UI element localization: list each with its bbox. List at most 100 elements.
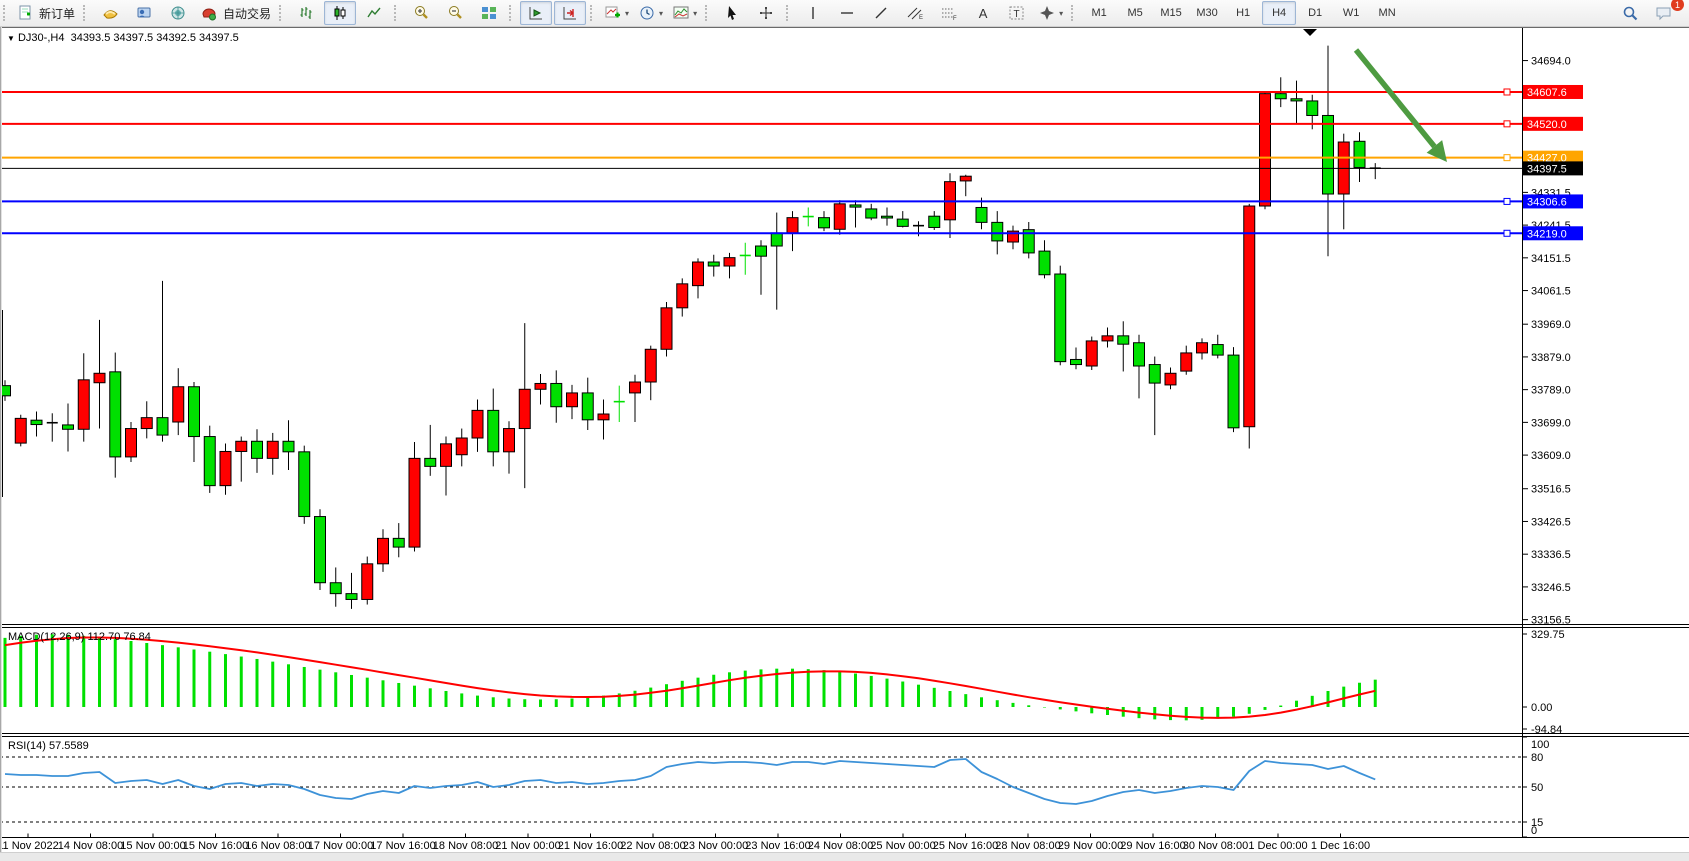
candle [93,372,106,384]
time-label: 17 Nov 16:00 [370,840,435,852]
toolbar-grip[interactable] [3,5,9,21]
time-label: 23 Nov 16:00 [745,840,810,852]
price-axis[interactable]: 34694.034331.534241.534151.534061.533969… [1523,56,1583,838]
svg-text:50: 50 [1531,782,1543,794]
crosshair-button[interactable] [750,1,782,25]
zoom-out-button[interactable] [439,1,471,25]
timeframe-button-H1[interactable]: H1 [1236,7,1251,19]
tile-windows-button[interactable] [473,1,505,25]
candle [550,382,563,408]
candle [692,261,704,287]
cursor-button[interactable] [716,1,748,25]
main-chart-panel[interactable] [0,45,1381,609]
fibonacci-button[interactable]: F [933,1,965,25]
svg-text:33609.0: 33609.0 [1531,450,1571,462]
time-label: 1 Dec 16:00 [1311,840,1370,852]
toolbar-grip[interactable] [279,5,285,21]
navigator-button[interactable] [162,1,194,25]
chart-shift-button[interactable] [554,1,587,25]
candle [125,428,137,458]
candle [1085,340,1098,367]
macd-panel[interactable] [3,634,1377,721]
market-watch-button[interactable] [94,1,126,25]
candle [534,382,547,390]
candle [77,379,90,430]
bar-chart-button[interactable] [290,1,322,25]
timeframe-button-M5[interactable]: M5 [1127,7,1143,19]
channel-button[interactable]: E [899,1,931,25]
collapse-icon[interactable]: ▼ [7,34,15,43]
line-handle[interactable] [1503,120,1511,128]
auto-scroll-button[interactable] [520,1,553,25]
chat-button[interactable]: 1 [1648,0,1684,25]
timeframe-button-MN[interactable]: MN [1378,7,1396,19]
horizontal-line-icon [841,12,854,14]
candle [1259,93,1271,207]
chart-shift-marker[interactable] [1303,29,1317,36]
auto-trading-button[interactable]: 自动交易 [196,1,275,25]
indicators-button[interactable]: ▾ [601,1,633,25]
timeframe-button-W1[interactable]: W1 [1342,7,1360,19]
toolbar-grip[interactable] [590,5,596,21]
text-label-icon: T [1009,6,1024,20]
candlestick-chart-button[interactable] [324,1,357,25]
candle [298,451,311,518]
toolbar-grip[interactable] [705,5,711,21]
toolbar-grip[interactable] [786,5,792,21]
zoom-in-button[interactable] [405,1,437,25]
timeframe-button-H4[interactable]: H4 [1262,1,1297,25]
toolbar-grip[interactable] [1071,5,1077,21]
timeframe-group: M1 M5 M15 M30 H1 H4 D1 W1 MN [1081,1,1405,25]
candle [392,537,405,548]
hline-objects[interactable] [0,88,1522,237]
candle [896,218,909,227]
line-handle[interactable] [1503,229,1511,237]
search-icon [1623,6,1637,20]
text-label-button[interactable]: T [1001,1,1033,25]
auto-trading-icon [202,8,217,21]
candle [1164,372,1177,386]
line-chart-button[interactable] [358,1,390,25]
horizontal-line-button[interactable] [831,1,863,25]
svg-text:33789.0: 33789.0 [1531,385,1571,397]
line-handle[interactable] [1503,154,1511,162]
arrows-button[interactable]: ▾ [1035,1,1067,25]
trendline-button[interactable] [865,1,897,25]
search-button[interactable] [1614,1,1646,25]
data-window-button[interactable] [128,1,160,25]
candle [30,419,43,426]
candle [62,424,74,430]
timeframe-button-M15[interactable]: M15 [1160,7,1182,19]
svg-text:329.75: 329.75 [1531,629,1565,641]
candle [440,443,452,467]
timeframe-button-M1[interactable]: M1 [1091,7,1107,19]
periods-button[interactable]: ▾ [635,1,667,25]
candle [188,386,200,438]
new-order-button[interactable]: 新订单 [14,1,79,25]
timeframe-button-M30[interactable]: M30 [1196,7,1218,19]
candle [361,563,374,600]
text-button[interactable]: A [967,1,999,25]
vertical-line-button[interactable] [797,1,829,25]
timeframe-button-D1[interactable]: D1 [1308,7,1323,19]
toolbar-grip[interactable] [83,5,89,21]
templates-button[interactable]: ▾ [669,1,701,25]
price-line-label [1523,150,1583,165]
price-line-label [1523,116,1583,131]
toolbar: 新订单 自动交易 [0,0,1689,27]
market-watch-icon [102,10,118,19]
candle [1022,229,1035,254]
rsi-panel[interactable] [0,756,1522,823]
line-handle[interactable] [1503,88,1511,96]
toolbar-grip[interactable] [394,5,400,21]
time-label: 25 Nov 16:00 [933,840,998,852]
time-label: 30 Nov 08:00 [1183,840,1248,852]
candle [1227,354,1240,429]
line-handle[interactable] [1503,197,1511,205]
toolbar-grip[interactable] [509,5,515,21]
candle [597,413,610,421]
trend-arrow-annotation[interactable] [1353,48,1447,162]
svg-text:100: 100 [1531,739,1549,751]
